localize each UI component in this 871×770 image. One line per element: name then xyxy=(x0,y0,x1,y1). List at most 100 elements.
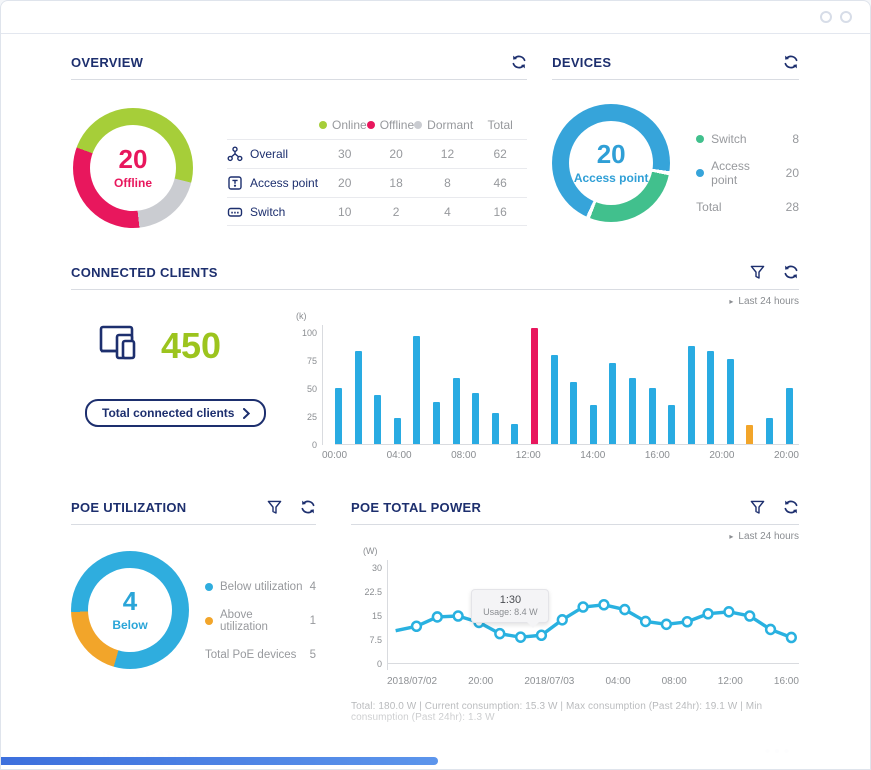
x-tick-label: 08:00 xyxy=(451,450,477,461)
x-tick-label: 00:00 xyxy=(322,450,348,461)
devices-legend: Switch 8 Access point 20 Total 28 xyxy=(696,132,799,227)
connected-clients-panel: CONNECTED CLIENTS ▸ Last xyxy=(71,254,799,461)
x-tick-label: 16:00 xyxy=(773,676,799,687)
client-bar xyxy=(530,328,538,444)
clients-total-value: 450 xyxy=(161,325,222,366)
tooltip-time: 1:30 xyxy=(499,594,522,607)
devices-panel: DEVICES 20 xyxy=(552,44,799,228)
col-dormant: Dormant xyxy=(427,117,474,132)
poe-line-chart[interactable]: (W) 30 22.5 15 7.5 0 1:30 Usage: 8.4 W 2018/… xyxy=(351,546,799,687)
devices-refresh-button[interactable] xyxy=(783,54,799,70)
legend-access-point: Access point 20 xyxy=(696,159,799,187)
poe-donut-label: Below xyxy=(112,617,148,632)
poe-power-time-range-selector[interactable]: ▸ Last 24 hours xyxy=(729,531,799,542)
poe-data-point xyxy=(764,623,777,636)
clients-summary: 450 Total connected clients xyxy=(71,309,286,461)
poe-power-summary: Total: 180.0 W | Current consumption: 15… xyxy=(351,701,763,723)
chart-tooltip: 1:30 Usage: 8.4 W xyxy=(471,589,550,629)
client-bar xyxy=(374,395,382,444)
legend-total-poe-devices: Total PoE devices 5 xyxy=(205,649,316,661)
y-tick-label: 30 xyxy=(371,562,382,573)
y-tick-label: 7.5 xyxy=(369,635,382,646)
refresh-icon xyxy=(784,265,798,279)
switch-dot xyxy=(696,135,705,143)
x-tick-label: 2018/07/02 xyxy=(387,676,438,687)
client-bar xyxy=(335,388,342,444)
poe-data-point xyxy=(723,606,735,618)
poe-total-power-title: POE TOTAL POWER xyxy=(351,499,482,515)
poe-data-point xyxy=(785,631,797,644)
client-bar xyxy=(413,336,421,444)
clients-bar-chart[interactable]: (k) 100 75 50 25 0 00:00 04:00 08:00 12:00 14:00… xyxy=(286,309,799,461)
poe-power-filter-button[interactable] xyxy=(750,500,765,515)
connected-devices-icon xyxy=(99,325,136,360)
client-bar xyxy=(687,346,695,444)
x-tick-label: 16:00 xyxy=(644,450,670,461)
poe-donut-chart[interactable]: 4 Below xyxy=(71,551,189,669)
client-bar xyxy=(609,362,617,444)
clients-xlabels: 00:00 04:00 08:00 12:00 14:00 16:00 20:00 20:00 xyxy=(322,450,799,461)
poe-line-svg xyxy=(395,598,797,644)
clients-filter-button[interactable] xyxy=(750,265,765,280)
poe-data-point xyxy=(702,607,714,620)
connected-clients-title: CONNECTED CLIENTS xyxy=(71,264,218,280)
y-tick-label: 15 xyxy=(371,610,382,621)
legend-total: Total 28 xyxy=(696,200,799,214)
devices-donut-chart[interactable]: 20 Access point xyxy=(552,104,671,222)
poe-total-power-panel: POE TOTAL POWER xyxy=(351,489,799,723)
x-tick-label: 20:00 xyxy=(709,450,735,461)
x-tick-label: 04:00 xyxy=(605,676,631,687)
refresh-icon xyxy=(784,500,798,514)
overview-table: Online Offline Dormant Total Overall 30 … xyxy=(227,110,528,228)
poe-util-filter-button[interactable] xyxy=(267,500,282,515)
x-tick-label: 12:00 xyxy=(515,450,541,461)
above-utilization-dot xyxy=(205,617,213,625)
client-bar xyxy=(491,412,499,444)
total-connected-clients-button[interactable]: Total connected clients xyxy=(85,399,267,427)
overview-donut-chart[interactable]: 20 Offline xyxy=(73,108,193,228)
access-point-icon xyxy=(228,176,242,190)
triangle-icon: ▸ xyxy=(729,297,734,306)
poe-y-unit: (W) xyxy=(363,546,378,556)
y-tick-label: 22.5 xyxy=(364,586,382,597)
more-options-dots[interactable]: • • • xyxy=(764,743,789,760)
chevron-right-icon xyxy=(243,407,251,419)
poe-data-point xyxy=(619,603,631,616)
poe-data-point xyxy=(660,618,673,631)
poe-data-point xyxy=(744,610,756,622)
poe-utilization-panel: POE UTILIZATION xyxy=(71,489,316,723)
client-bar xyxy=(472,392,480,444)
client-bar xyxy=(707,350,715,444)
refresh-icon xyxy=(301,500,315,514)
overview-refresh-button[interactable] xyxy=(511,54,527,70)
x-tick-label: 08:00 xyxy=(661,676,687,687)
col-total: Total xyxy=(487,117,513,132)
switch-icon xyxy=(227,207,243,217)
devices-title: DEVICES xyxy=(552,54,612,70)
poe-data-point xyxy=(494,627,506,640)
poe-donut-value: 4 xyxy=(122,586,138,617)
window-control-circle-1[interactable] xyxy=(820,11,832,23)
poe-power-refresh-button[interactable] xyxy=(783,499,799,515)
poe-data-point xyxy=(535,629,548,642)
window-control-circle-2[interactable] xyxy=(840,11,852,23)
online-dot xyxy=(319,120,327,129)
poe-util-refresh-button[interactable] xyxy=(300,499,316,515)
client-bar xyxy=(668,405,676,444)
poe-data-point xyxy=(452,610,464,622)
y-tick-label: 0 xyxy=(376,659,382,670)
poe-data-point xyxy=(410,620,423,633)
x-tick-label: 20:00 xyxy=(773,450,799,461)
overview-table-header: Online Offline Dormant Total xyxy=(227,110,527,139)
x-tick-label: 14:00 xyxy=(580,450,606,461)
window-titlebar xyxy=(1,1,870,34)
clients-refresh-button[interactable] xyxy=(783,264,799,280)
poe-data-point xyxy=(556,614,568,626)
poe-xlabels: 2018/07/02 20:00 2018/07/03 04:00 08:00 12:00… xyxy=(387,676,799,687)
legend-above-utilization: Above utilization 1 xyxy=(205,609,316,633)
devices-donut-value: 20 xyxy=(596,139,626,170)
clients-time-range-selector[interactable]: ▸ Last 24 hours xyxy=(729,296,799,307)
poe-utilization-title: POE UTILIZATION xyxy=(71,499,187,515)
poe-data-point xyxy=(639,615,652,628)
